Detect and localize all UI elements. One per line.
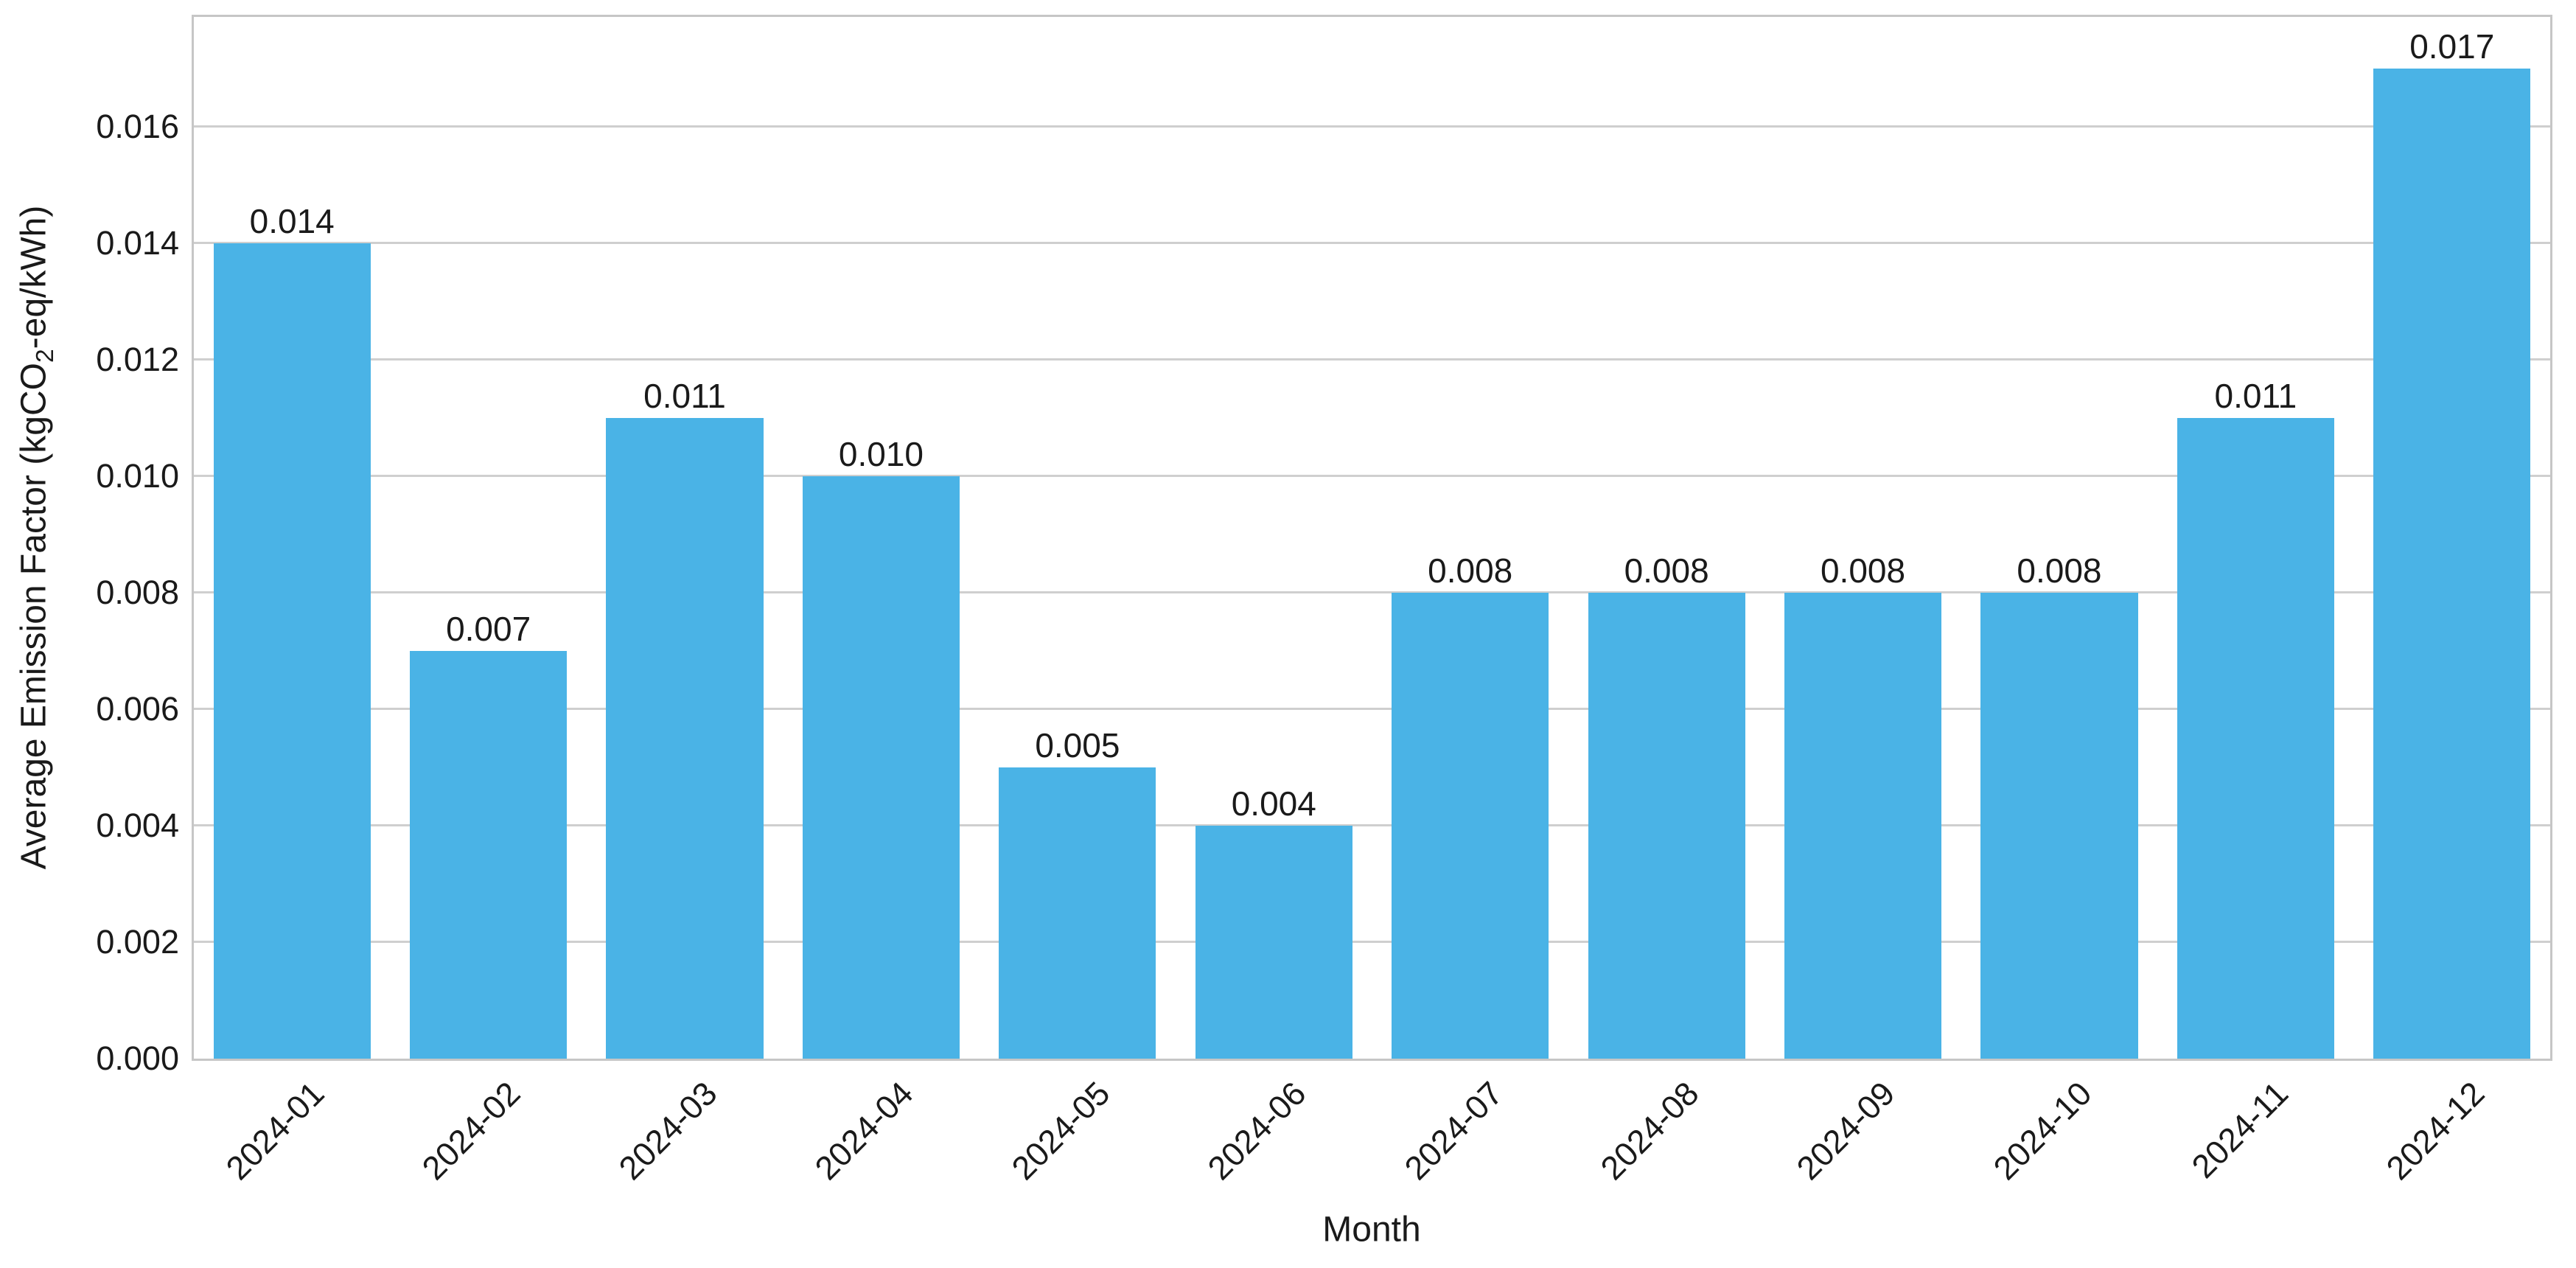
bar-value-label-2024-10: 0.008	[2017, 551, 2102, 590]
x-tick-label-text: 2024-03	[611, 1074, 725, 1188]
y-axis-label: Average Emission Factor (kgCO2-eq/kWh)	[14, 206, 60, 870]
bar-2024-08	[1588, 592, 1745, 1059]
x-tick-label-text: 2024-07	[1397, 1074, 1510, 1188]
y-tick-label-0.010: 0.010	[96, 456, 179, 495]
x-tick-label-text: 2024-11	[2184, 1074, 2295, 1185]
bar-value-label-2024-09: 0.008	[1820, 551, 1906, 590]
bar-2024-05	[999, 767, 1156, 1059]
x-tick-label-text: 2024-10	[1986, 1074, 2099, 1188]
bar-2024-01	[213, 243, 371, 1059]
y-tick-label-0.012: 0.012	[96, 340, 179, 378]
x-tick-label-text: 2024-05	[1004, 1074, 1117, 1188]
x-axis-label: Month	[1322, 1210, 1421, 1250]
y-axis-label-text: Average Emission Factor (kgCO	[14, 363, 54, 870]
bar-value-label-2024-05: 0.005	[1035, 725, 1120, 764]
y-tick-label-0.004: 0.004	[96, 806, 179, 844]
gridline-0.014	[194, 242, 2550, 245]
gridline-0.016	[194, 125, 2550, 128]
bar-value-label-2024-12: 0.017	[2409, 27, 2495, 66]
bar-value-label-2024-08: 0.008	[1624, 551, 1709, 590]
y-tick-label-0.016: 0.016	[96, 107, 179, 145]
plot-area: 0.014 0.007 0.011 0.010 0.005 0.004 0.008 0.008…	[192, 15, 2552, 1061]
bar-value-label-2024-06: 0.004	[1231, 784, 1316, 823]
bar-2024-11	[2177, 417, 2334, 1059]
x-tick-label-text: 2024-09	[1790, 1074, 1902, 1188]
bar-2024-09	[1784, 592, 1942, 1059]
bar-2024-06	[1195, 825, 1352, 1059]
y-tick-label-0.006: 0.006	[96, 689, 179, 728]
y-tick-label-0.014: 0.014	[96, 223, 179, 262]
x-tick-label-text: 2024-02	[415, 1074, 528, 1188]
gridline-0.002	[194, 941, 2550, 944]
y-tick-label-0.000: 0.000	[96, 1039, 179, 1077]
bar-2024-03	[606, 417, 764, 1059]
bar-2024-10	[1980, 592, 2138, 1059]
y-tick-label-0.008: 0.008	[96, 573, 179, 611]
bar-value-label-2024-11: 0.011	[2214, 376, 2297, 415]
bar-value-label-2024-03: 0.011	[643, 376, 726, 415]
bar-value-label-2024-07: 0.008	[1428, 551, 1513, 590]
bar-value-label-2024-04: 0.010	[838, 434, 924, 473]
bar-2024-02	[410, 650, 568, 1059]
gridline-0.006	[194, 708, 2550, 711]
x-tick-label-text: 2024-06	[1200, 1074, 1313, 1188]
bar-2024-04	[802, 475, 960, 1059]
gridline-0.008	[194, 591, 2550, 594]
x-tick-label-text: 2024-01	[218, 1074, 332, 1188]
bar-value-label-2024-02: 0.007	[446, 609, 531, 648]
bar-2024-07	[1392, 592, 1549, 1059]
bar-value-label-2024-01: 0.014	[249, 201, 335, 240]
y-tick-label-0.002: 0.002	[96, 922, 179, 961]
gridline-0.004	[194, 824, 2550, 827]
gridline-0.012	[194, 358, 2550, 361]
x-tick-label-text: 2024-12	[2378, 1074, 2492, 1188]
bar-2024-12	[2373, 68, 2531, 1059]
x-tick-label-text: 2024-08	[1593, 1074, 1706, 1188]
gridline-0.010	[194, 475, 2550, 478]
x-tick-label-text: 2024-04	[807, 1074, 921, 1188]
